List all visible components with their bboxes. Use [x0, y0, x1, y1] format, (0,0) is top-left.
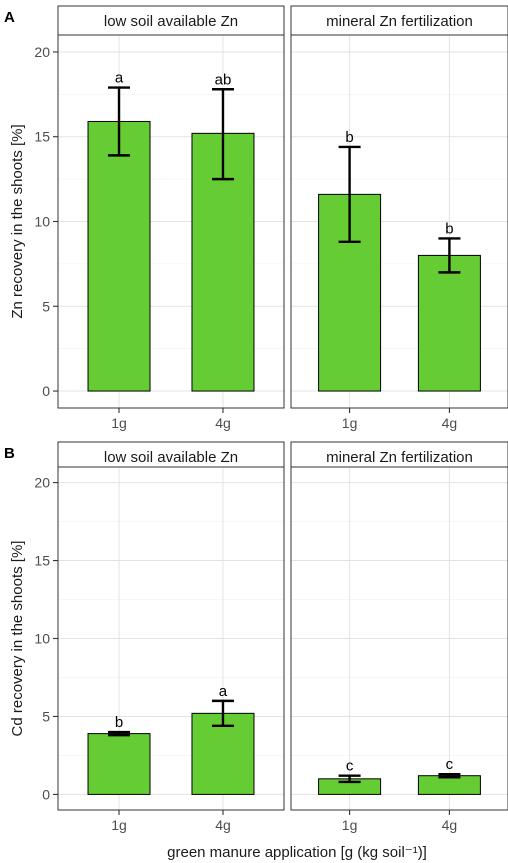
y-tick-label: 15: [34, 129, 50, 145]
x-tick-label: 4g: [215, 415, 231, 431]
x-tick-label: 4g: [442, 415, 458, 431]
y-tick-label: 10: [34, 631, 50, 647]
y-tick-label: 0: [42, 383, 50, 399]
y-tick-label: 10: [34, 214, 50, 230]
y-axis-label: Zn recovery in the shoots [%]: [9, 124, 26, 318]
panel-border: [57, 34, 285, 409]
bar: [417, 775, 481, 795]
panel-tag: A: [4, 9, 15, 26]
facet-strip: [57, 441, 285, 468]
facet-strip: [290, 441, 508, 468]
y-tick-label: 15: [34, 553, 50, 569]
y-tick-label: 5: [42, 708, 50, 724]
y-tick-label: 5: [42, 298, 50, 314]
x-tick-label: 4g: [442, 817, 458, 833]
x-tick-label: 1g: [342, 817, 358, 833]
x-tick-label: 1g: [111, 415, 127, 431]
significance-letter: a: [219, 683, 228, 700]
x-tick-label: 4g: [215, 817, 231, 833]
significance-letter: ab: [215, 71, 232, 88]
facet-strip-label: mineral Zn fertilization: [326, 449, 473, 466]
facet-strip: [57, 5, 285, 36]
x-tick-label: 1g: [342, 415, 358, 431]
x-tick-label: 1g: [111, 817, 127, 833]
facet-strip-label: mineral Zn fertilization: [326, 13, 473, 30]
significance-letter: a: [115, 70, 124, 87]
y-tick-label: 20: [34, 475, 50, 491]
significance-letter: c: [346, 758, 354, 775]
facet-strip-label: low soil available Zn: [104, 13, 238, 30]
bar: [87, 733, 151, 795]
bar: [87, 120, 151, 392]
y-axis-label: Cd recovery in the shoots [%]: [9, 541, 26, 737]
y-tick-label: 0: [42, 786, 50, 802]
significance-letter: b: [115, 714, 123, 731]
panel-border: [290, 34, 508, 409]
panel-tag: B: [4, 445, 15, 462]
y-tick-label: 20: [34, 44, 50, 60]
significance-letter: b: [445, 220, 453, 237]
significance-letter: b: [345, 129, 353, 146]
panel-border: [57, 466, 285, 811]
panels: A Zn recovery in the shoots [%] 0 5 10 15 20 lo…: [4, 5, 508, 833]
panel-border: [290, 466, 508, 811]
significance-letter: c: [446, 756, 454, 773]
x-axis-label: green manure application [g (kg soil⁻¹)]: [167, 844, 427, 861]
bar: [417, 254, 481, 392]
facet-strip-label: low soil available Zn: [104, 449, 238, 466]
